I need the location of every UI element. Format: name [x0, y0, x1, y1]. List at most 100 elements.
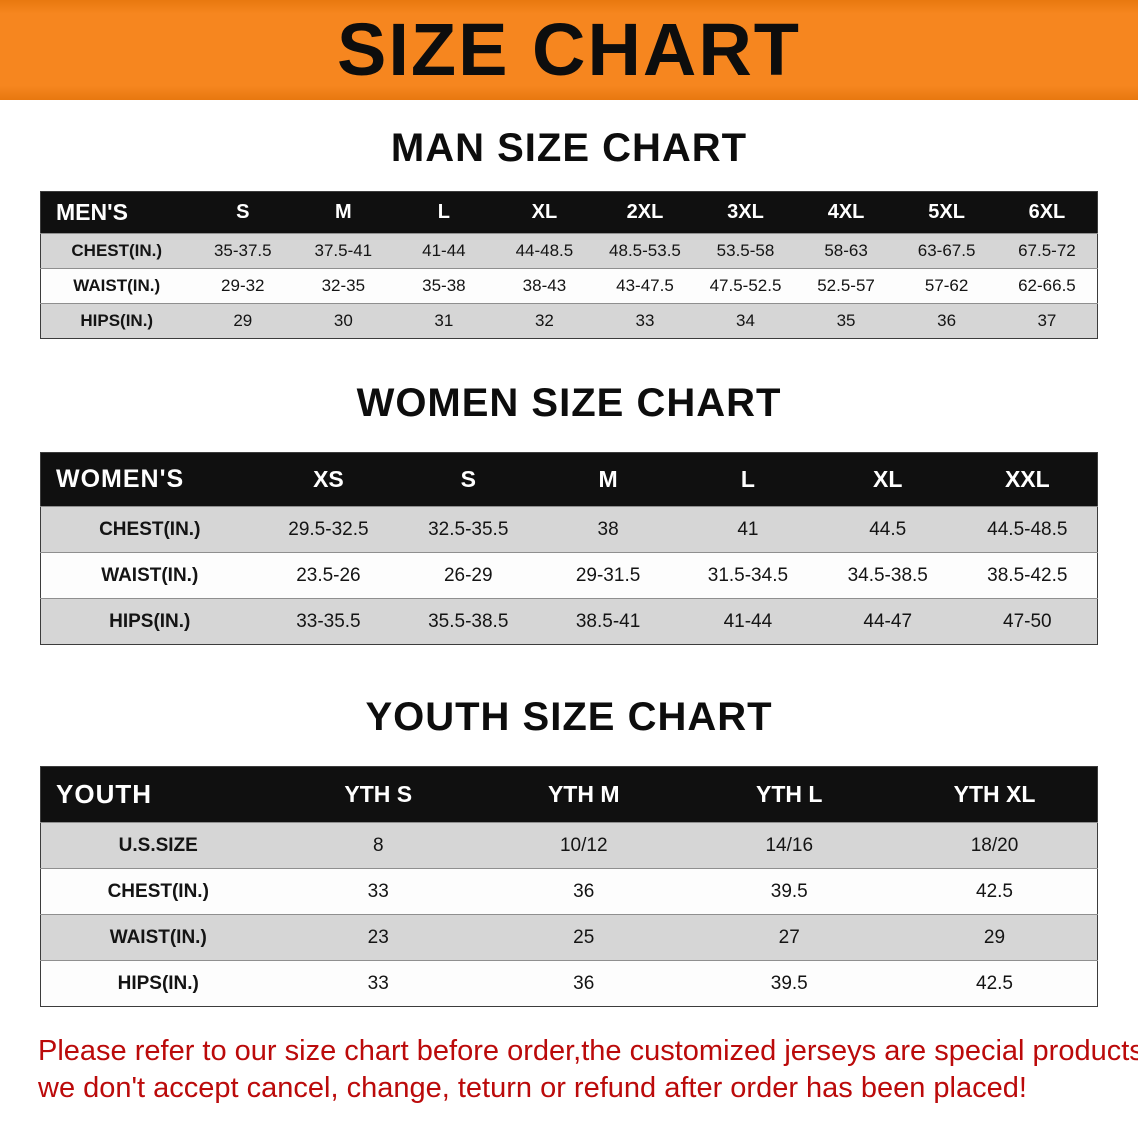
youth-section-heading: YOUTH SIZE CHART: [365, 695, 773, 739]
banner: SIZE CHART: [0, 0, 1138, 100]
value-cell: 32: [494, 303, 595, 339]
page-title: SIZE CHART: [337, 8, 801, 91]
table-row: WAIST(IN.) 23 25 27 29: [40, 914, 1098, 961]
value-cell: 44.5-48.5: [957, 506, 1098, 553]
size-header-cell: YTH XL: [892, 766, 1098, 823]
value-cell: 37: [996, 303, 1098, 339]
value-cell: 52.5-57: [795, 268, 897, 304]
row-label-cell: CHEST(IN.): [40, 868, 276, 915]
table-row: CHEST(IN.) 33 36 39.5 42.5: [40, 868, 1098, 915]
value-cell: 23.5-26: [258, 552, 399, 599]
row-label-cell: U.S.SIZE: [40, 822, 276, 869]
table-row: WAIST(IN.) 29-32 32-35 35-38 38-43 43-47.5 47.…: [40, 268, 1098, 304]
youth-size-table: YOUTH YTH S YTH M YTH L YTH XL U.S.SIZE 8 10/12…: [40, 766, 1098, 1007]
value-cell: 41-44: [677, 598, 818, 645]
value-cell: 67.5-72: [996, 233, 1098, 269]
row-label-cell: WAIST(IN.): [40, 552, 259, 599]
value-cell: 32-35: [293, 268, 394, 304]
value-cell: 58-63: [795, 233, 897, 269]
section-youth: YOUTH SIZE CHART YOUTH YTH S YTH M YTH L YTH …: [40, 695, 1098, 1007]
size-header-cell: L: [393, 191, 495, 234]
women-section-heading: WOMEN SIZE CHART: [356, 381, 782, 425]
value-cell: 43-47.5: [594, 268, 696, 304]
row-label-cell: HIPS(IN.): [40, 960, 276, 1007]
value-cell: 29-31.5: [538, 552, 678, 599]
value-cell: 26-29: [398, 552, 539, 599]
table-row: HIPS(IN.) 29 30 31 32 33 34 35 36 37: [40, 303, 1098, 339]
value-cell: 31.5-34.5: [677, 552, 818, 599]
value-cell: 41: [677, 506, 818, 553]
table-header-row: WOMEN'S XS S M L XL XXL: [40, 452, 1098, 507]
value-cell: 14/16: [686, 822, 892, 869]
value-cell: 35.5-38.5: [398, 598, 539, 645]
table-row: HIPS(IN.) 33-35.5 35.5-38.5 38.5-41 41-44 44-…: [40, 598, 1098, 645]
value-cell: 32.5-35.5: [398, 506, 539, 553]
row-label-cell: HIPS(IN.): [40, 303, 193, 339]
value-cell: 36: [481, 868, 687, 915]
value-cell: 38: [538, 506, 678, 553]
value-cell: 18/20: [892, 822, 1098, 869]
size-header-cell: XL: [494, 191, 595, 234]
value-cell: 47-50: [957, 598, 1098, 645]
size-header-cell: S: [398, 452, 539, 507]
value-cell: 23: [275, 914, 481, 961]
table-title-cell: YOUTH: [40, 766, 276, 823]
section-men: MAN SIZE CHART MEN'S S M L XL 2XL 3XL 4XL 5XL 6XL C…: [40, 126, 1098, 339]
value-cell: 39.5: [686, 868, 892, 915]
value-cell: 63-67.5: [896, 233, 997, 269]
value-cell: 25: [481, 914, 687, 961]
row-label-cell: WAIST(IN.): [40, 268, 193, 304]
value-cell: 8: [275, 822, 481, 869]
value-cell: 34.5-38.5: [817, 552, 958, 599]
row-label-cell: CHEST(IN.): [40, 506, 259, 553]
row-label-cell: WAIST(IN.): [40, 914, 276, 961]
value-cell: 37.5-41: [293, 233, 394, 269]
value-cell: 38-43: [494, 268, 595, 304]
size-header-cell: 2XL: [594, 191, 696, 234]
section-women: WOMEN SIZE CHART WOMEN'S XS S M L XL XXL CHEST(I…: [40, 381, 1098, 645]
size-header-cell: M: [538, 452, 678, 507]
size-header-cell: YTH L: [686, 766, 892, 823]
table-row: WAIST(IN.) 23.5-26 26-29 29-31.5 31.5-34.5 34…: [40, 552, 1098, 599]
value-cell: 33: [594, 303, 696, 339]
value-cell: 29-32: [192, 268, 294, 304]
size-header-cell: YTH S: [275, 766, 481, 823]
size-header-cell: M: [293, 191, 394, 234]
women-size-table: WOMEN'S XS S M L XL XXL CHEST(IN.) 29.5-32.5 32.5…: [40, 452, 1098, 645]
table-row: CHEST(IN.) 29.5-32.5 32.5-35.5 38 41 44.5 44.5…: [40, 506, 1098, 553]
table-header-row: YOUTH YTH S YTH M YTH L YTH XL: [40, 766, 1098, 823]
value-cell: 57-62: [896, 268, 997, 304]
value-cell: 29.5-32.5: [258, 506, 399, 553]
value-cell: 33: [275, 868, 481, 915]
size-charts: MAN SIZE CHART MEN'S S M L XL 2XL 3XL 4XL 5XL 6XL C…: [0, 126, 1138, 1007]
row-label-cell: CHEST(IN.): [40, 233, 193, 269]
value-cell: 41-44: [393, 233, 495, 269]
value-cell: 39.5: [686, 960, 892, 1007]
value-cell: 29: [892, 914, 1098, 961]
value-cell: 36: [896, 303, 997, 339]
value-cell: 47.5-52.5: [695, 268, 796, 304]
men-size-table: MEN'S S M L XL 2XL 3XL 4XL 5XL 6XL CHEST(IN.) 35-37…: [40, 191, 1098, 339]
row-label-cell: HIPS(IN.): [40, 598, 259, 645]
value-cell: 35-37.5: [192, 233, 294, 269]
value-cell: 33: [275, 960, 481, 1007]
value-cell: 10/12: [481, 822, 687, 869]
men-section-heading: MAN SIZE CHART: [390, 126, 748, 170]
value-cell: 31: [393, 303, 495, 339]
value-cell: 53.5-58: [695, 233, 796, 269]
table-title-cell: WOMEN'S: [40, 452, 259, 507]
notice-line-2: we don't accept cancel, change, teturn o…: [38, 1071, 1027, 1104]
value-cell: 62-66.5: [996, 268, 1098, 304]
size-header-cell: XS: [258, 452, 399, 507]
size-header-cell: 5XL: [896, 191, 997, 234]
size-header-cell: XL: [817, 452, 958, 507]
value-cell: 42.5: [892, 960, 1098, 1007]
notice-line-1: Please refer to our size chart before or…: [38, 1035, 1138, 1067]
table-row: HIPS(IN.) 33 36 39.5 42.5: [40, 960, 1098, 1007]
size-header-cell: 3XL: [695, 191, 796, 234]
table-title-cell: MEN'S: [40, 191, 193, 234]
value-cell: 34: [695, 303, 796, 339]
size-header-cell: 6XL: [996, 191, 1098, 234]
value-cell: 27: [686, 914, 892, 961]
